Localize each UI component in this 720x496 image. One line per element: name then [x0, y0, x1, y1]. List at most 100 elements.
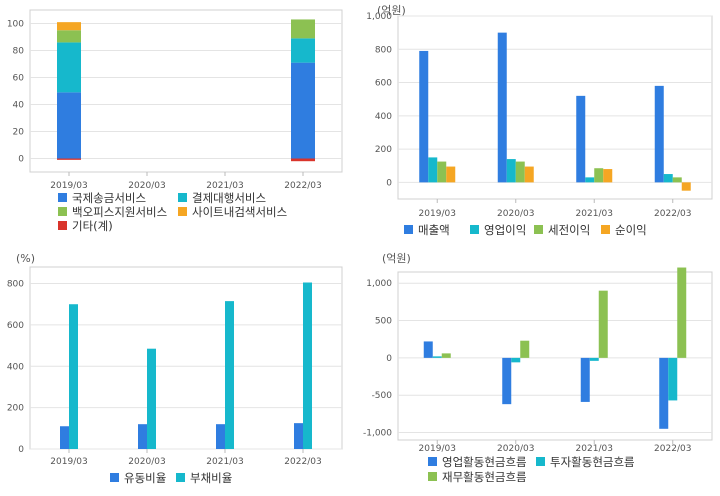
- x-tick-label: 2022/03: [654, 444, 691, 454]
- x-tick-label: 2019/03: [419, 444, 456, 454]
- y-tick-label: 20: [13, 128, 25, 138]
- y-tick-label: 800: [375, 45, 392, 55]
- x-tick-label: 2021/03: [206, 181, 243, 191]
- legend-label[interactable]: 백오피스지원서비스: [72, 205, 167, 219]
- bar-5-2022/03[interactable]: [291, 158, 315, 162]
- bar-3-2020/03[interactable]: [515, 161, 525, 183]
- bar-2-2022/03[interactable]: [291, 38, 315, 63]
- bar-3-2021/03[interactable]: [594, 168, 604, 183]
- bar-4-2020/03[interactable]: [524, 166, 534, 183]
- unit-label: (억원): [382, 252, 411, 265]
- legend-label[interactable]: 부채비율: [190, 471, 232, 485]
- y-tick-label: 40: [13, 101, 25, 111]
- bar-1-2020/03[interactable]: [138, 424, 147, 449]
- legend-swatch: [536, 457, 545, 466]
- bar-1-2022/03[interactable]: [654, 85, 664, 183]
- bar-1-2019/03[interactable]: [423, 341, 433, 358]
- bar-2-2021/03[interactable]: [589, 357, 599, 361]
- bar-2-2020/03[interactable]: [147, 348, 156, 449]
- y-tick-label: 800: [7, 280, 24, 290]
- x-tick-label: 2022/03: [284, 457, 321, 467]
- y-tick-label: 100: [7, 20, 24, 30]
- bar-1-2022/03[interactable]: [294, 423, 303, 449]
- bar-2-2020/03[interactable]: [511, 357, 521, 363]
- bar-1-2022/03[interactable]: [659, 357, 669, 429]
- bar-3-2022/03[interactable]: [677, 267, 687, 358]
- bar-1-2021/03[interactable]: [216, 424, 225, 449]
- chart-3: 0 200 400 600 800 (%) 2019/03 2020/03 2021/03 202…: [7, 252, 343, 485]
- bar-1-2019/03[interactable]: [60, 426, 69, 449]
- bar-2-2019/03[interactable]: [432, 356, 442, 358]
- bar-2-2019/03[interactable]: [69, 304, 78, 449]
- x-tick-label: 2020/03: [128, 457, 165, 467]
- legend-label[interactable]: 투자활동현금흐름: [550, 455, 635, 469]
- bar-2-2022/03[interactable]: [668, 357, 678, 401]
- legend-label[interactable]: 세전이익: [548, 223, 590, 237]
- bar-1-2021/03[interactable]: [580, 357, 590, 402]
- bar-2-2021/03[interactable]: [585, 177, 595, 183]
- x-tick-label: 2021/03: [576, 209, 613, 219]
- bar-2-2022/03[interactable]: [303, 282, 312, 449]
- legend-label[interactable]: 영업활동현금흐름: [442, 455, 527, 469]
- bar-2-2019/03[interactable]: [428, 157, 438, 183]
- y-tick-label: 0: [18, 155, 24, 165]
- x-tick-label: 2019/03: [50, 457, 87, 467]
- legend-label[interactable]: 국제송금서비스: [72, 191, 146, 205]
- y-tick-label: 500: [375, 317, 392, 327]
- bar-2-2021/03[interactable]: [225, 301, 234, 449]
- legend-swatch: [110, 473, 119, 482]
- bar-3-2019/03[interactable]: [57, 30, 81, 43]
- legend-label[interactable]: 사이트내검색서비스: [192, 205, 287, 219]
- x-tick-label: 2020/03: [128, 181, 165, 191]
- y-tick-label: 200: [375, 145, 392, 155]
- bar-4-2022/03[interactable]: [681, 182, 691, 191]
- legend-label[interactable]: 매출액: [418, 223, 450, 237]
- y-tick-label: -1,000: [363, 429, 392, 439]
- bar-2-2019/03[interactable]: [57, 42, 81, 93]
- bar-1-2022/03[interactable]: [291, 62, 315, 159]
- y-tick-label: 80: [13, 47, 25, 57]
- legend-label[interactable]: 영업이익: [484, 223, 526, 237]
- x-tick-label: 2021/03: [576, 444, 613, 454]
- bar-4-2021/03[interactable]: [603, 169, 613, 183]
- plot-area: [29, 9, 343, 173]
- chart-4: -1,000 -500 0 500 1,000 (억원) 2019/03 2020/03 202…: [363, 252, 713, 484]
- chart-2: 0 200 400 600 800 1,000(억원) 2019/03 2020/03 2021…: [366, 4, 713, 237]
- bar-3-2019/03[interactable]: [437, 161, 447, 183]
- legend-swatch: [428, 457, 437, 466]
- legend-label[interactable]: 유동비율: [124, 471, 166, 485]
- bar-2-2022/03[interactable]: [663, 174, 673, 183]
- legend-swatch: [178, 207, 187, 216]
- y-tick-label: 400: [375, 112, 392, 122]
- bar-2-2020/03[interactable]: [506, 159, 516, 183]
- x-tick-label: 2022/03: [284, 181, 321, 191]
- bar-1-2021/03[interactable]: [576, 95, 586, 183]
- bar-1-2019/03[interactable]: [419, 50, 429, 183]
- bar-1-2019/03[interactable]: [57, 92, 81, 159]
- legend-label[interactable]: 결제대행서비스: [192, 191, 266, 205]
- legend-swatch: [470, 225, 479, 234]
- y-tick-label: 1,000: [366, 12, 392, 22]
- legend-swatch: [58, 193, 67, 202]
- bar-4-2019/03[interactable]: [57, 22, 81, 31]
- bar-1-2020/03[interactable]: [497, 32, 507, 183]
- bar-1-2020/03[interactable]: [502, 357, 512, 405]
- chart-1: 0 20 40 60 80 100 2019/03 2020/03 2021/03 2022/03…: [7, 9, 343, 233]
- y-tick-label: 0: [386, 178, 392, 188]
- y-tick-label: 1,000: [366, 279, 392, 289]
- bar-3-2022/03[interactable]: [291, 19, 315, 39]
- legend-swatch: [58, 221, 67, 230]
- bar-3-2019/03[interactable]: [441, 353, 451, 358]
- bar-3-2020/03[interactable]: [520, 340, 530, 358]
- bar-5-2019/03[interactable]: [57, 158, 81, 160]
- unit-label: (%): [16, 252, 35, 265]
- legend-label[interactable]: 재무활동현금흐름: [442, 470, 527, 484]
- bar-4-2019/03[interactable]: [446, 166, 456, 183]
- legend-label[interactable]: 순이익: [615, 223, 647, 237]
- plot-area: [29, 266, 343, 450]
- legend-label[interactable]: 기타(계): [72, 219, 113, 233]
- bar-3-2022/03[interactable]: [672, 177, 682, 183]
- bar-3-2021/03[interactable]: [598, 290, 608, 358]
